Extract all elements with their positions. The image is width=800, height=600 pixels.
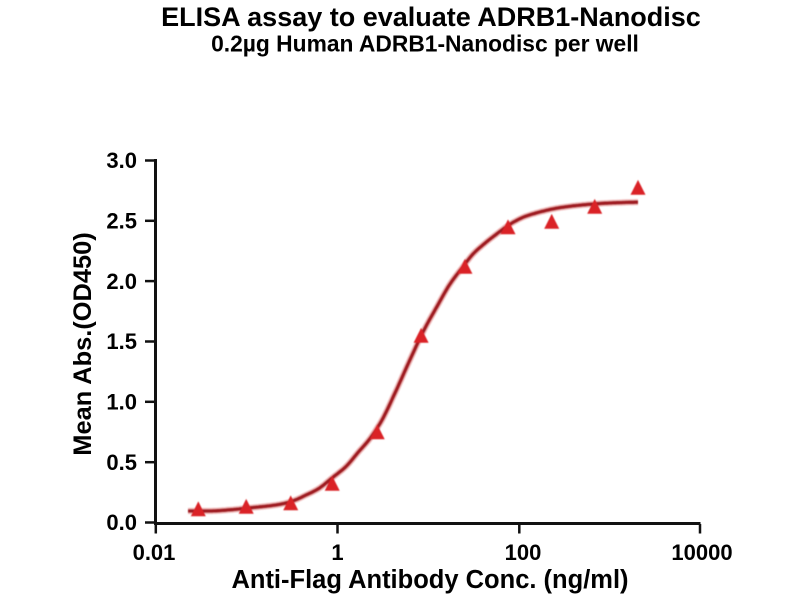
- svg-text:2.0: 2.0: [106, 269, 137, 294]
- svg-text:Mean Abs.(OD450): Mean Abs.(OD450): [69, 232, 97, 455]
- svg-text:0.01: 0.01: [133, 540, 176, 565]
- svg-text:0.0: 0.0: [106, 510, 137, 535]
- svg-text:2.5: 2.5: [106, 209, 137, 234]
- svg-text:1: 1: [331, 540, 343, 565]
- svg-text:ELISA assay to evaluate ADRB1-: ELISA assay to evaluate ADRB1-Nanodisc: [161, 2, 701, 32]
- svg-text:10000: 10000: [671, 540, 732, 565]
- svg-text:1.5: 1.5: [106, 329, 137, 354]
- svg-text:0.2µg Human ADRB1-Nanodisc per: 0.2µg Human ADRB1-Nanodisc per well: [211, 31, 639, 57]
- svg-text:0.5: 0.5: [106, 450, 137, 475]
- svg-text:3.0: 3.0: [106, 148, 137, 173]
- svg-text:100: 100: [505, 540, 542, 565]
- svg-text:Anti-Flag Antibody Conc. (ng/m: Anti-Flag Antibody Conc. (ng/ml): [231, 566, 628, 594]
- svg-text:1.0: 1.0: [106, 390, 137, 415]
